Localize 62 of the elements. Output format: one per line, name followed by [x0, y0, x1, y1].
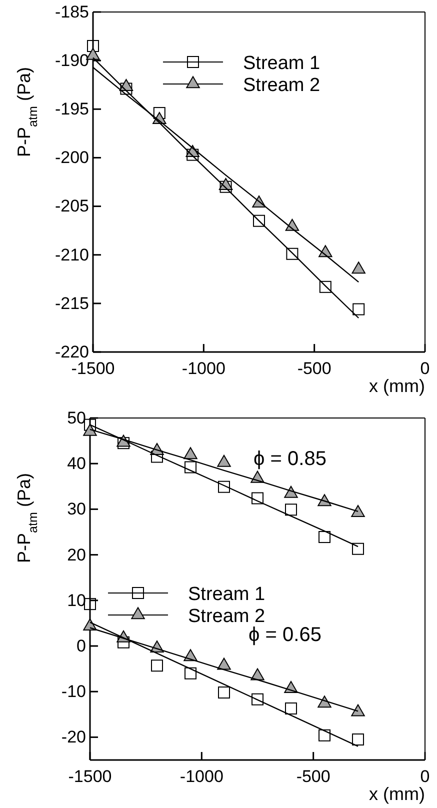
point [217, 658, 231, 670]
x-tick-label: -1000 [182, 359, 226, 378]
point [318, 531, 330, 544]
point [319, 280, 332, 293]
point [151, 660, 163, 672]
y-tick-label: 30 [67, 500, 86, 519]
x-tick-label: 0 [420, 359, 430, 378]
y-tick-label: 0 [76, 636, 86, 656]
x-tick-label: -500 [297, 359, 332, 378]
x-tick-label: -1500 [68, 767, 112, 786]
annotation: ϕ = 0.65 [248, 624, 322, 646]
point [184, 447, 198, 460]
point [352, 262, 366, 274]
y-tick-label: 20 [67, 545, 86, 564]
y-tick-label: -190 [54, 51, 89, 70]
y-tick-label: -215 [54, 294, 89, 313]
point [351, 505, 365, 518]
point [186, 148, 199, 161]
y-tick-label: 40 [67, 454, 86, 474]
point [252, 492, 264, 504]
legend-label: Stream 2 [188, 606, 266, 627]
point [84, 598, 96, 610]
point [284, 486, 298, 498]
point [218, 686, 230, 699]
point [218, 480, 230, 493]
point [253, 214, 265, 227]
x-tick-label: -1500 [71, 359, 115, 378]
legend-label: Stream 1 [188, 584, 266, 605]
legend-label: Stream 2 [243, 75, 320, 96]
point [83, 424, 97, 436]
point [220, 180, 232, 193]
y-tick-label: -210 [54, 245, 89, 264]
point [184, 461, 196, 474]
point [118, 437, 130, 450]
point [352, 303, 365, 316]
x-tick-label: 0 [420, 767, 430, 786]
x-tick-label: -500 [296, 767, 330, 786]
annotation: ϕ = 0.85 [254, 448, 326, 470]
point [318, 696, 332, 708]
x-axis-title: x (mm) [369, 784, 425, 804]
y-tick-label: -20 [61, 728, 86, 747]
x-axis-title: x (mm) [369, 376, 425, 396]
point [118, 636, 130, 648]
point [184, 667, 196, 680]
y-tick-label: -185 [54, 2, 89, 22]
point [352, 542, 364, 555]
point [352, 733, 364, 746]
point [285, 702, 297, 714]
point [217, 454, 231, 467]
legend-label: Stream 1 [243, 53, 320, 74]
y-tick-label: -200 [54, 148, 89, 168]
y-tick-label: -10 [61, 682, 86, 702]
y-tick-label: -195 [54, 100, 89, 119]
y-tick-label: -220 [54, 342, 89, 362]
x-tick-label: -1000 [180, 767, 224, 786]
point [285, 504, 297, 516]
point [351, 704, 365, 716]
point [318, 729, 330, 742]
y-tick-label: 50 [67, 408, 86, 428]
point [252, 693, 264, 706]
y-tick-label: -205 [54, 196, 89, 216]
point [286, 248, 298, 260]
